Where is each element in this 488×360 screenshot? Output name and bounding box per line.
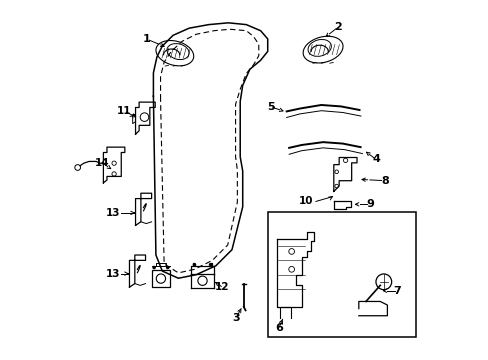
Text: 13: 13 bbox=[106, 269, 121, 279]
Bar bbox=[267, 212, 415, 337]
Circle shape bbox=[193, 264, 195, 266]
Text: 5: 5 bbox=[266, 102, 274, 112]
Text: 1: 1 bbox=[142, 34, 150, 44]
Text: 3: 3 bbox=[232, 312, 240, 323]
Text: 6: 6 bbox=[274, 323, 282, 333]
Text: 9: 9 bbox=[366, 199, 373, 209]
Bar bbox=[151, 270, 170, 287]
Text: 14: 14 bbox=[95, 158, 109, 168]
Circle shape bbox=[166, 266, 168, 269]
Text: 13: 13 bbox=[106, 208, 121, 218]
Text: 2: 2 bbox=[333, 22, 341, 32]
Text: 11: 11 bbox=[117, 106, 131, 116]
Text: 7: 7 bbox=[393, 286, 401, 296]
Text: 8: 8 bbox=[381, 176, 388, 186]
Circle shape bbox=[209, 264, 211, 266]
Text: 10: 10 bbox=[298, 197, 312, 206]
Text: 4: 4 bbox=[371, 154, 379, 164]
Text: 12: 12 bbox=[215, 282, 229, 292]
Circle shape bbox=[153, 266, 155, 269]
